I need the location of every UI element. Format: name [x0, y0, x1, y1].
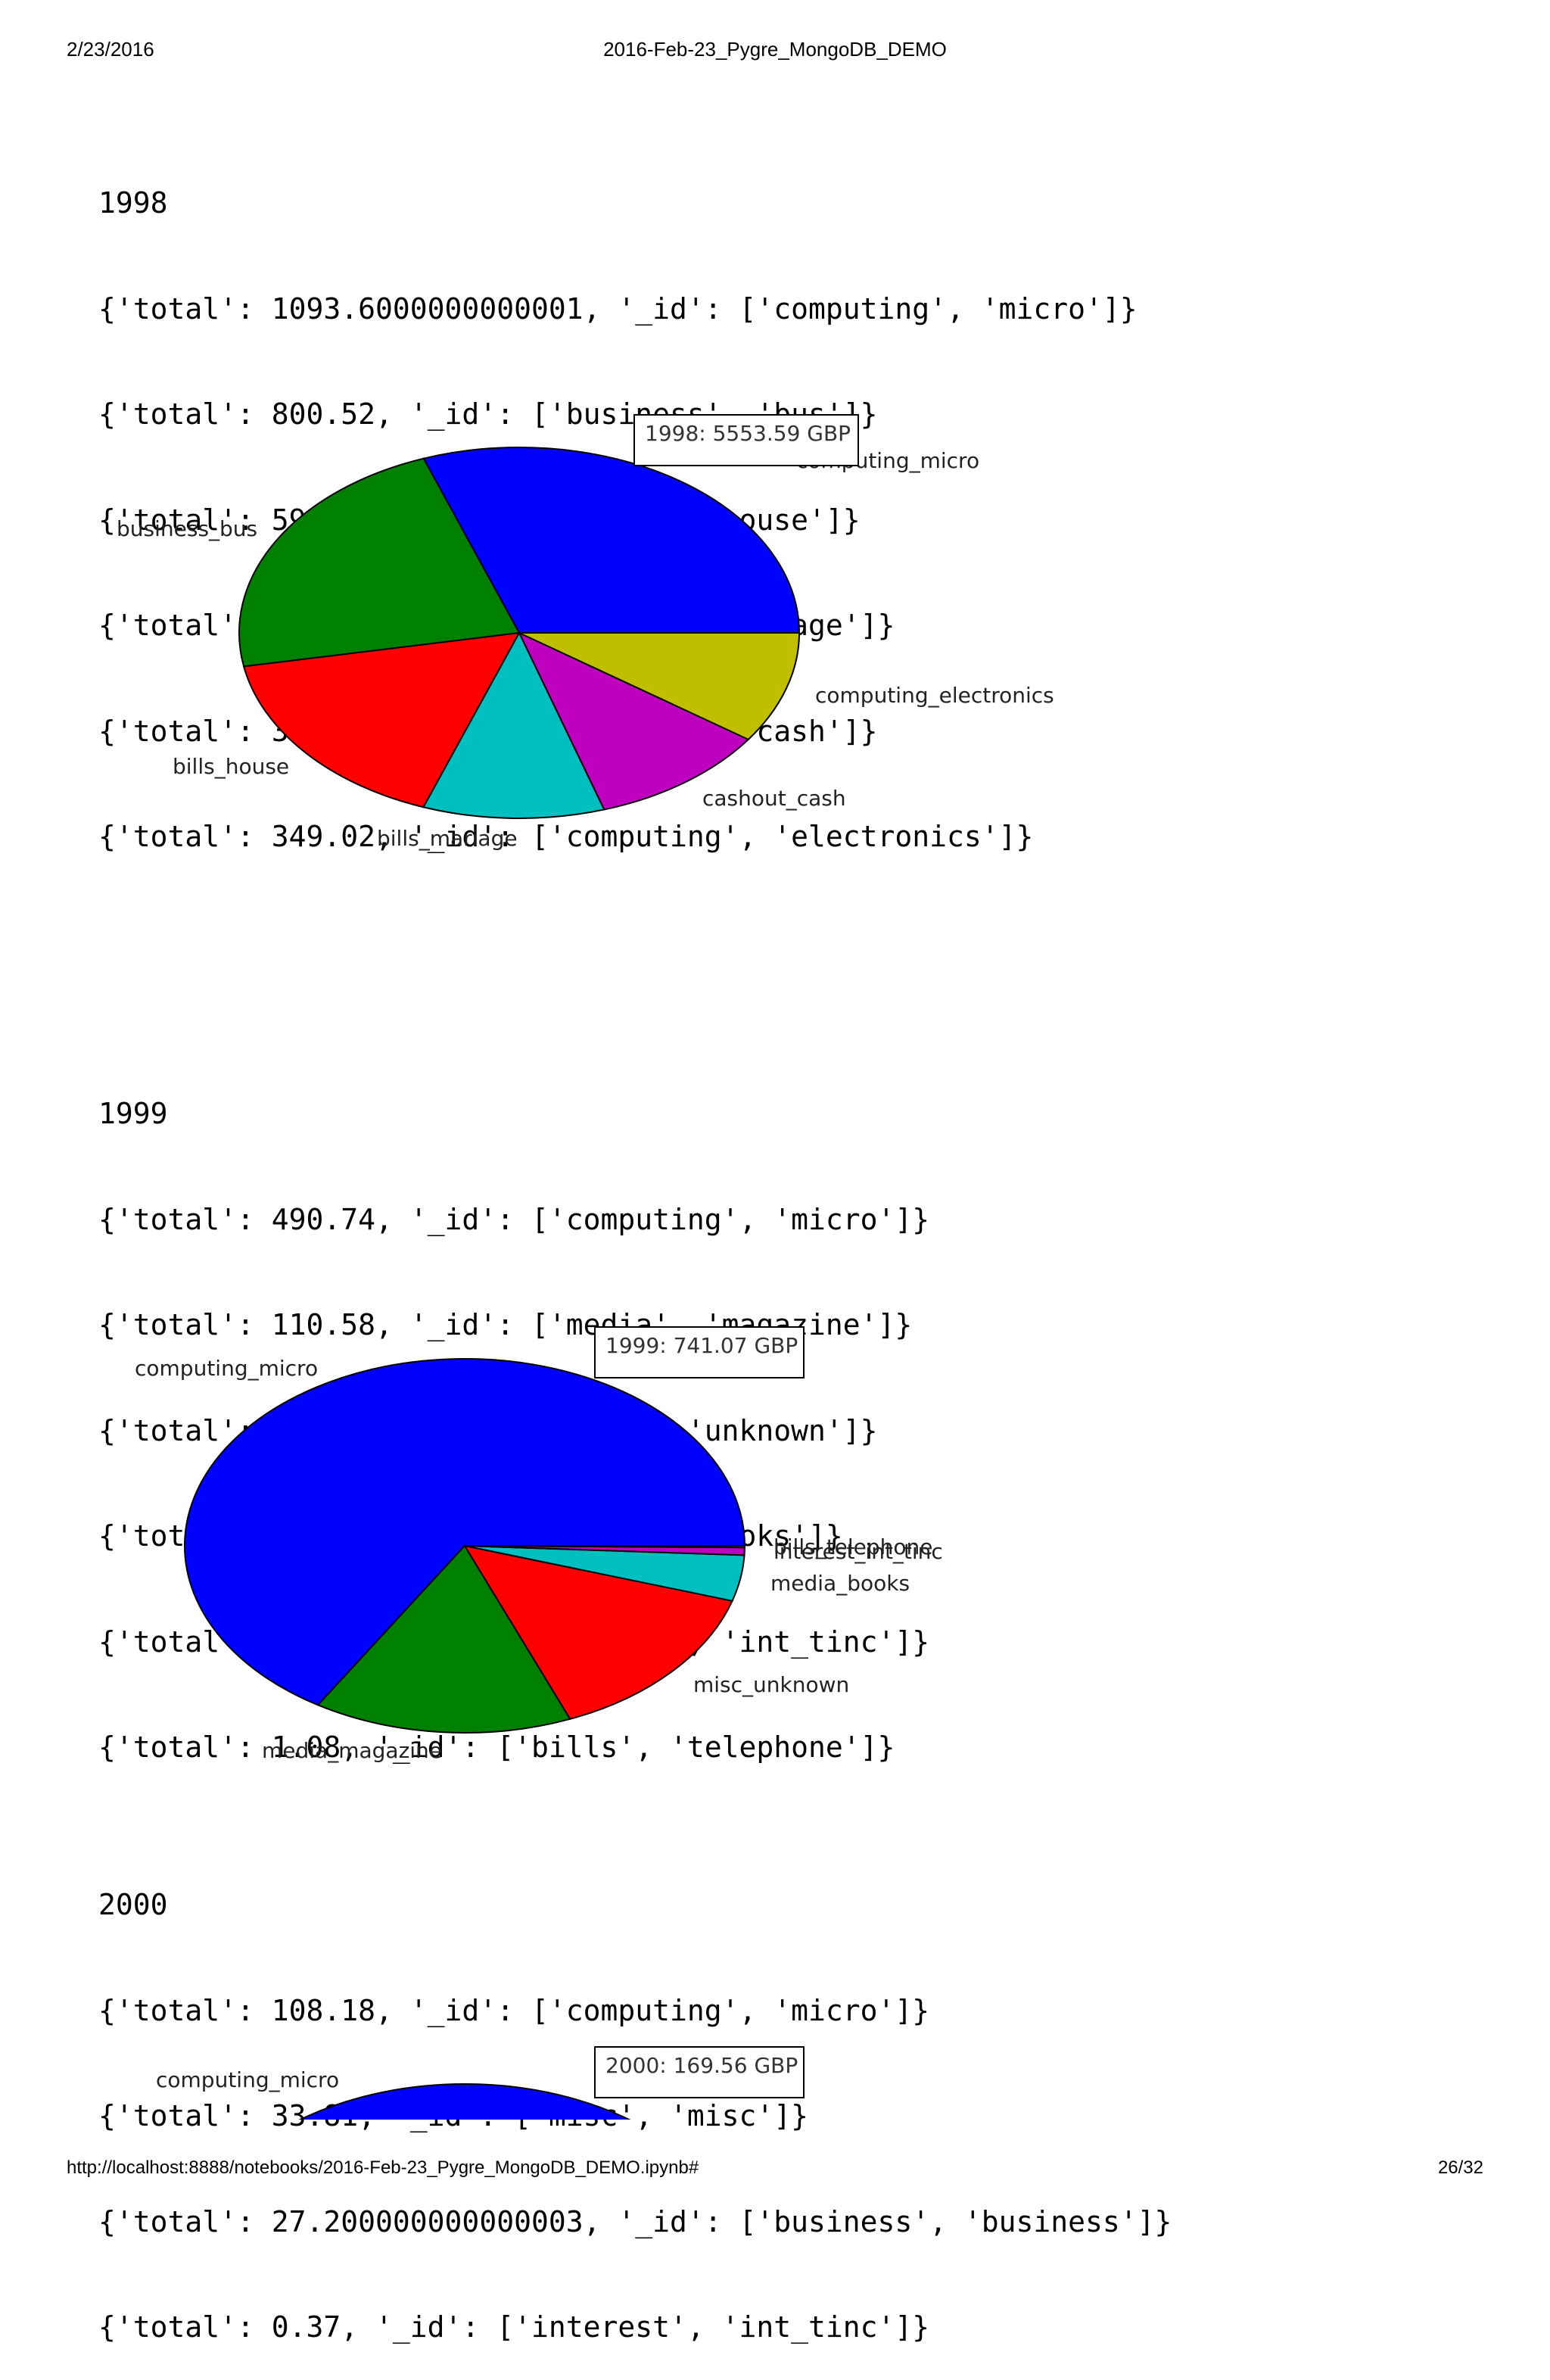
slice-label-interest-int-tinc: interest_int_tinc: [773, 1539, 943, 1564]
year-total-label: 1998: 5553.59 GBP: [645, 421, 851, 446]
page-url: http://localhost:8888/notebooks/2016-Feb…: [67, 2157, 699, 2178]
pie-slices: [238, 447, 801, 819]
slice-label-bills-house: bills_house: [173, 754, 289, 779]
page-footer: http://localhost:8888/notebooks/2016-Feb…: [67, 2157, 1483, 2185]
output-line: {'total': 0.37, '_id': ['interest', 'int…: [98, 2310, 930, 2344]
page-number: 26/32: [1437, 2157, 1483, 2178]
slice-label-bills-telephone: bills_telephone: [773, 1534, 933, 1559]
print-date: 2/23/2016: [67, 38, 154, 61]
pie-slice-computing-micro: [184, 1358, 746, 1706]
output-line: {'total': 490.74, '_id': ['computing', '…: [98, 1202, 930, 1236]
document-title: 2016-Feb-23_Pygre_MongoDB_DEMO: [603, 38, 947, 61]
pie-slice-bills-telephone: [464, 1545, 746, 1549]
output-line: {'total': 27.200000000000003, '_id': ['b…: [98, 2204, 1172, 2238]
pie-slice-misc-unknown: [462, 1544, 733, 1720]
page-header: 2/23/2016 2016-Feb-23_Pygre_MongoDB_DEMO: [67, 38, 1483, 68]
pie-slice-computing-micro: [422, 447, 801, 634]
pie-chart-1998: computing_microbusiness_busbills_housebi…: [117, 414, 1054, 851]
pie-slice-media-magazine: [316, 1544, 571, 1734]
slice-label-media-books: media_books: [770, 1571, 910, 1596]
pie-slice-bills-house: [242, 631, 521, 808]
slice-label-bills-mariage: bills_mariage: [377, 826, 518, 851]
slice-label-media-magazine: media_magazine: [262, 1738, 442, 1763]
year-heading: 1999: [98, 1097, 168, 1130]
pie-slice-computing-electronics: [518, 632, 801, 741]
pie-slices: [184, 1358, 746, 1734]
year-total-box: 1998: 5553.59 GBP: [633, 414, 859, 466]
year-total-label: 1999: 741.07 GBP: [605, 1333, 798, 1358]
pie-slice-bills-mariage: [422, 631, 605, 819]
slice-label-computing-micro: computing_micro: [135, 1356, 318, 1381]
slice-label-computing-micro: computing_micro: [156, 2067, 339, 2092]
slice-label-cashout-cash: cashout_cash: [702, 786, 846, 811]
year-heading: 2000: [98, 1888, 168, 1921]
year-heading: 1998: [98, 186, 168, 220]
year-total-box: 2000: 169.56 GBP: [594, 2046, 805, 2098]
pie-slice-cashout-cash: [517, 631, 750, 811]
year-total-label: 2000: 169.56 GBP: [605, 2053, 798, 2078]
output-line: {'total': 1093.6000000000001, '_id': ['c…: [98, 291, 1138, 326]
slice-label-misc-unknown: misc_unknown: [693, 1672, 849, 1697]
slice-label-business-bus: business_bus: [117, 516, 257, 541]
output-line: {'total': 108.18, '_id': ['computing', '…: [98, 1993, 930, 2027]
pie-chart-2000: computing_micro 2000: 169.56 GBP: [156, 2046, 805, 2120]
pie-slice-business-bus: [238, 457, 521, 668]
output-line: {'total': 1.08, '_id': ['bills', 'teleph…: [98, 1730, 895, 1764]
pie-slices: [298, 2083, 631, 2120]
pie-slice-computing-micro: [298, 2083, 631, 2120]
output-line: {'total': 349.02, '_id': ['computing', '…: [98, 820, 1034, 853]
year-total-box: 1999: 741.07 GBP: [594, 1326, 805, 1378]
slice-label-computing-electronics: computing_electronics: [815, 683, 1054, 708]
pie-chart-1999: computing_micro media_magazine misc_unknow…: [135, 1326, 943, 1763]
